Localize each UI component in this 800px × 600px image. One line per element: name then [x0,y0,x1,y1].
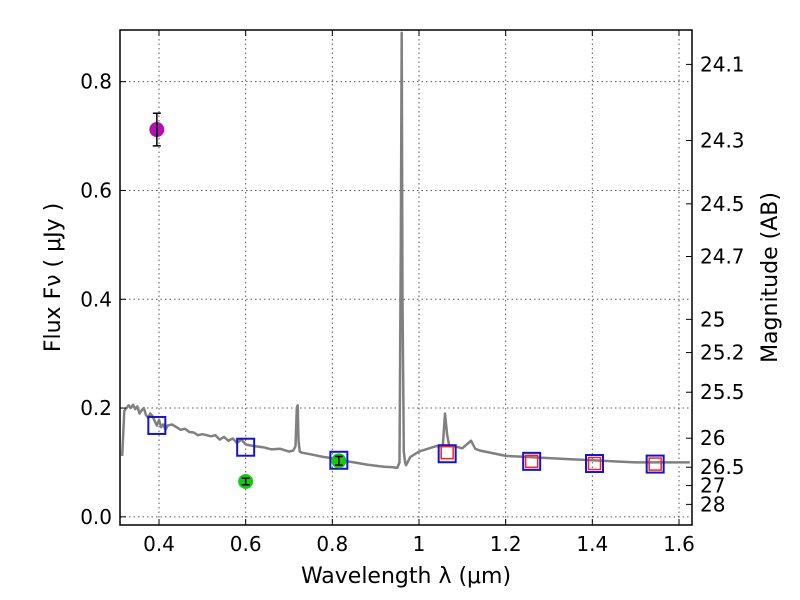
y-axis-label: Flux Fν ( μJy ) [41,203,66,352]
observed-photometry-point [587,456,602,471]
plot-frame [119,29,693,526]
model-photometry-point [147,415,167,435]
right-tick-label: 28 [700,492,725,516]
x-tick-label: 0.8 [316,532,348,556]
y-tick-label: 0.2 [80,396,112,420]
right-tick-label: 24.5 [700,192,745,216]
right-tick-label: 26 [700,426,725,450]
x-tick-label: 1.6 [663,532,695,556]
right-tick-label: 26.5 [700,455,745,479]
x-tick-label: 1 [413,532,426,556]
model-photometry-point [645,454,665,474]
observed-photometry-point [648,457,662,471]
x-tick-label: 0.4 [143,532,175,556]
right-tick-label: 24.1 [700,52,745,76]
model-photometry-point [437,444,457,464]
right-tick-label: 24.3 [700,129,745,153]
x-tick-label: 0.6 [230,532,262,556]
y-tick-label: 0.6 [80,178,112,202]
marker-layer [147,112,665,489]
y-tick-label: 0.8 [80,70,112,94]
model-photometry-point [236,437,256,457]
right-tick-label: 25.2 [700,341,745,365]
right-tick-label: 25 [700,307,725,331]
observed-photometry-point [524,454,539,469]
observed-photometry-point [440,445,454,460]
right-tick-label: 27 [700,474,725,498]
x-axis-label: Wavelength λ (μm) [301,564,511,589]
x-tick-label: 1.4 [576,532,608,556]
model-photometry-point [522,451,542,471]
x-tick-label: 1.2 [490,532,522,556]
model-photometry-point [585,454,604,474]
right-axis-label: Magnitude (AB) [758,192,783,363]
y-tick-label: 0.0 [80,505,112,529]
right-tick-label: 24.7 [700,244,745,268]
right-tick-label: 25.5 [700,380,745,404]
y-tick-label: 0.4 [80,287,112,311]
model-photometry-point [329,450,349,470]
tick-layer: 0.4 0.6 0.8 1 1.2 1.4 1.6 0.0 0.2 0.4 0.6 0.8 24.1 24… [80,30,745,556]
